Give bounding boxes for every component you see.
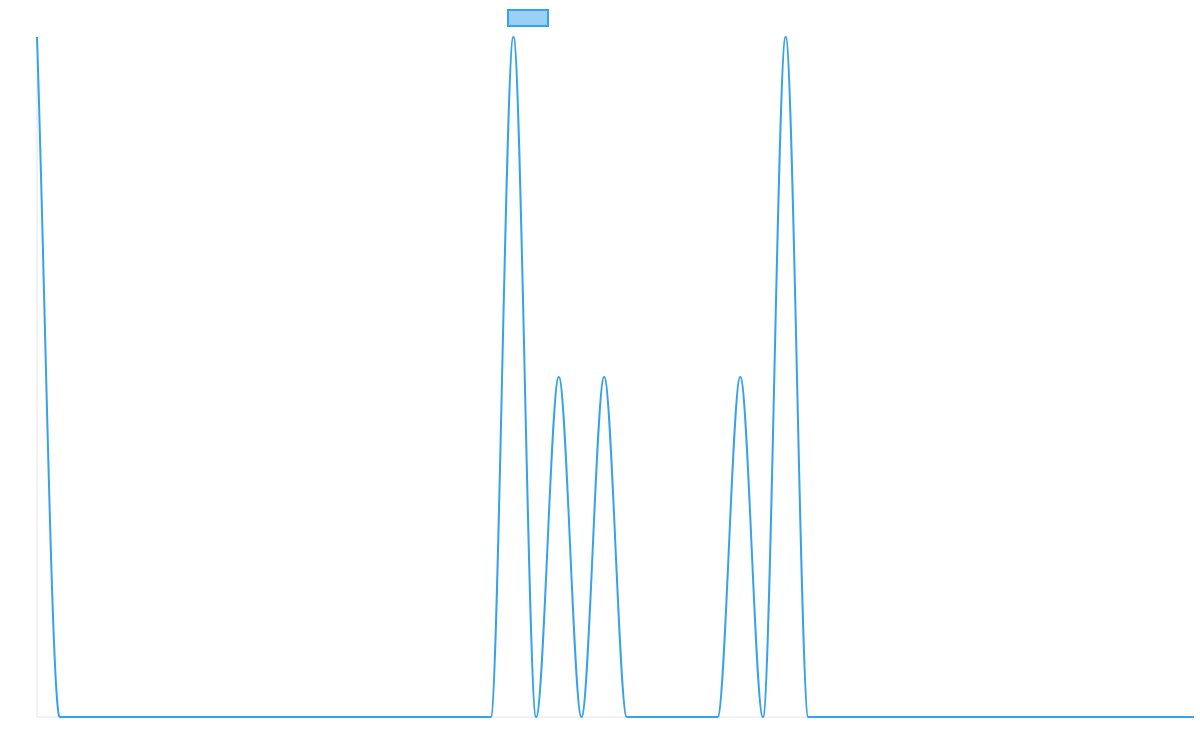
data-point[interactable] xyxy=(146,713,154,721)
data-point[interactable] xyxy=(169,713,177,721)
data-point[interactable] xyxy=(351,713,359,721)
data-point[interactable] xyxy=(804,713,812,721)
data-point[interactable] xyxy=(940,713,948,721)
data-point[interactable] xyxy=(623,713,631,721)
data-point[interactable] xyxy=(532,713,540,721)
data-point[interactable] xyxy=(759,713,767,721)
data-point[interactable] xyxy=(986,713,994,721)
data-point[interactable] xyxy=(1077,713,1085,721)
data-point[interactable] xyxy=(1031,713,1039,721)
data-point[interactable] xyxy=(850,713,858,721)
data-point[interactable] xyxy=(487,713,495,721)
data-point[interactable] xyxy=(827,713,835,721)
data-point[interactable] xyxy=(78,713,86,721)
data-point[interactable] xyxy=(577,713,585,721)
data-point[interactable] xyxy=(192,713,200,721)
data-point[interactable] xyxy=(101,713,109,721)
data-point[interactable] xyxy=(509,33,517,41)
data-point[interactable] xyxy=(214,713,222,721)
data-point[interactable] xyxy=(1167,713,1175,721)
data-point[interactable] xyxy=(1122,713,1130,721)
series-line-0 xyxy=(36,36,1194,719)
data-point[interactable] xyxy=(124,713,132,721)
data-point[interactable] xyxy=(1190,713,1198,721)
data-point[interactable] xyxy=(396,713,404,721)
data-point[interactable] xyxy=(305,713,313,721)
data-point[interactable] xyxy=(1099,713,1107,721)
data-point[interactable] xyxy=(963,713,971,721)
legend-swatch[interactable] xyxy=(507,9,549,27)
data-point[interactable] xyxy=(237,713,245,721)
data-point[interactable] xyxy=(1145,713,1153,721)
data-point[interactable] xyxy=(555,373,563,381)
data-point[interactable] xyxy=(283,713,291,721)
data-point[interactable] xyxy=(872,713,880,721)
data-point[interactable] xyxy=(260,713,268,721)
data-point[interactable] xyxy=(691,713,699,721)
series-layer xyxy=(33,33,1198,721)
data-point[interactable] xyxy=(895,713,903,721)
data-point[interactable] xyxy=(1009,713,1017,721)
data-point[interactable] xyxy=(373,713,381,721)
data-point[interactable] xyxy=(600,373,608,381)
data-point[interactable] xyxy=(441,713,449,721)
data-point[interactable] xyxy=(736,373,744,381)
data-point[interactable] xyxy=(419,713,427,721)
data-point[interactable] xyxy=(56,713,64,721)
data-point[interactable] xyxy=(328,713,336,721)
data-point[interactable] xyxy=(33,33,41,41)
data-point[interactable] xyxy=(714,713,722,721)
data-point[interactable] xyxy=(668,713,676,721)
data-point[interactable] xyxy=(646,713,654,721)
legend[interactable] xyxy=(507,9,549,27)
data-point[interactable] xyxy=(464,713,472,721)
data-point[interactable] xyxy=(1054,713,1062,721)
data-point[interactable] xyxy=(918,713,926,721)
series-points-0 xyxy=(33,33,1198,721)
data-point[interactable] xyxy=(782,33,790,41)
